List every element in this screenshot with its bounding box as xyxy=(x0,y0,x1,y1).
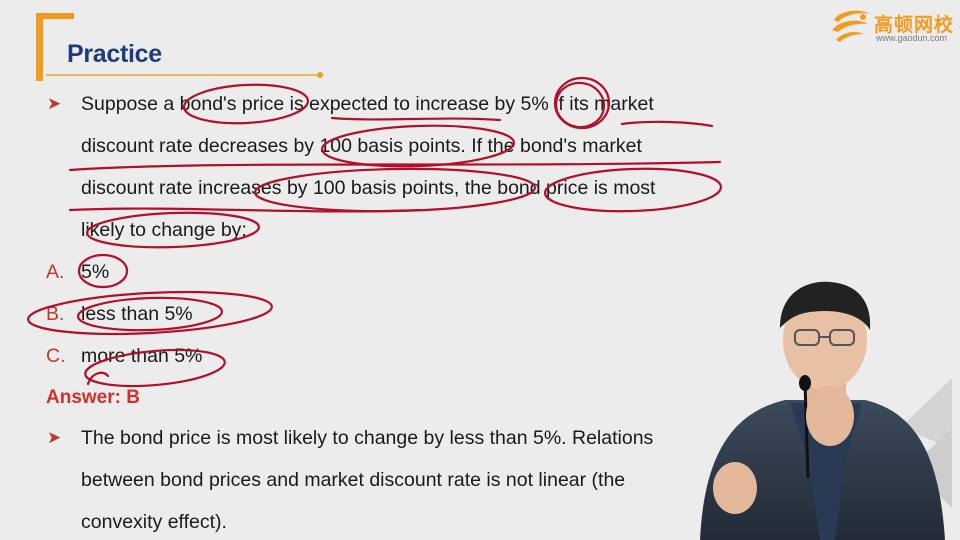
ink-underline-expected xyxy=(330,116,502,122)
option-c-letter: C. xyxy=(46,345,66,367)
question-line-4: likely to change by: xyxy=(81,219,247,241)
ink-underline-line3 xyxy=(68,207,422,213)
option-a-text: 5% xyxy=(81,261,110,283)
explanation-line-1: The bond price is most likely to change … xyxy=(81,427,654,449)
title-bracket-horizontal xyxy=(36,13,74,19)
option-b-text: less than 5% xyxy=(81,303,193,325)
explanation-line-3: convexity effect). xyxy=(81,511,227,533)
gaodun-logo-icon xyxy=(832,10,870,42)
question-line-2: discount rate decreases by 100 basis poi… xyxy=(81,135,642,157)
explanation-line-2: between bond prices and market discount … xyxy=(81,469,626,491)
title-underline xyxy=(46,74,322,76)
option-a-letter: A. xyxy=(46,261,65,283)
question-line-3: discount rate increases by 100 basis poi… xyxy=(81,177,656,199)
answer-label: Answer: B xyxy=(46,387,140,408)
option-b-letter: B. xyxy=(46,303,65,325)
title-bracket-vertical xyxy=(36,13,43,81)
page-title: Practice xyxy=(67,40,162,68)
ink-underline-line2 xyxy=(68,160,722,172)
question-bullet-icon: ➤ xyxy=(47,94,62,114)
explanation-bullet-icon: ➤ xyxy=(47,428,62,448)
title-underline-dot xyxy=(317,72,323,78)
option-c-text: more than 5% xyxy=(81,345,203,367)
gaodun-logo: 高顿网校 www.gaodun.com xyxy=(830,6,956,44)
question-line-1: Suppose a bond's price is expected to in… xyxy=(81,93,654,115)
presenter-video xyxy=(700,281,952,540)
ink-underline-market xyxy=(620,120,714,128)
logo-url: www.gaodun.com xyxy=(876,33,948,43)
logo-text: 高顿网校 xyxy=(874,14,955,36)
